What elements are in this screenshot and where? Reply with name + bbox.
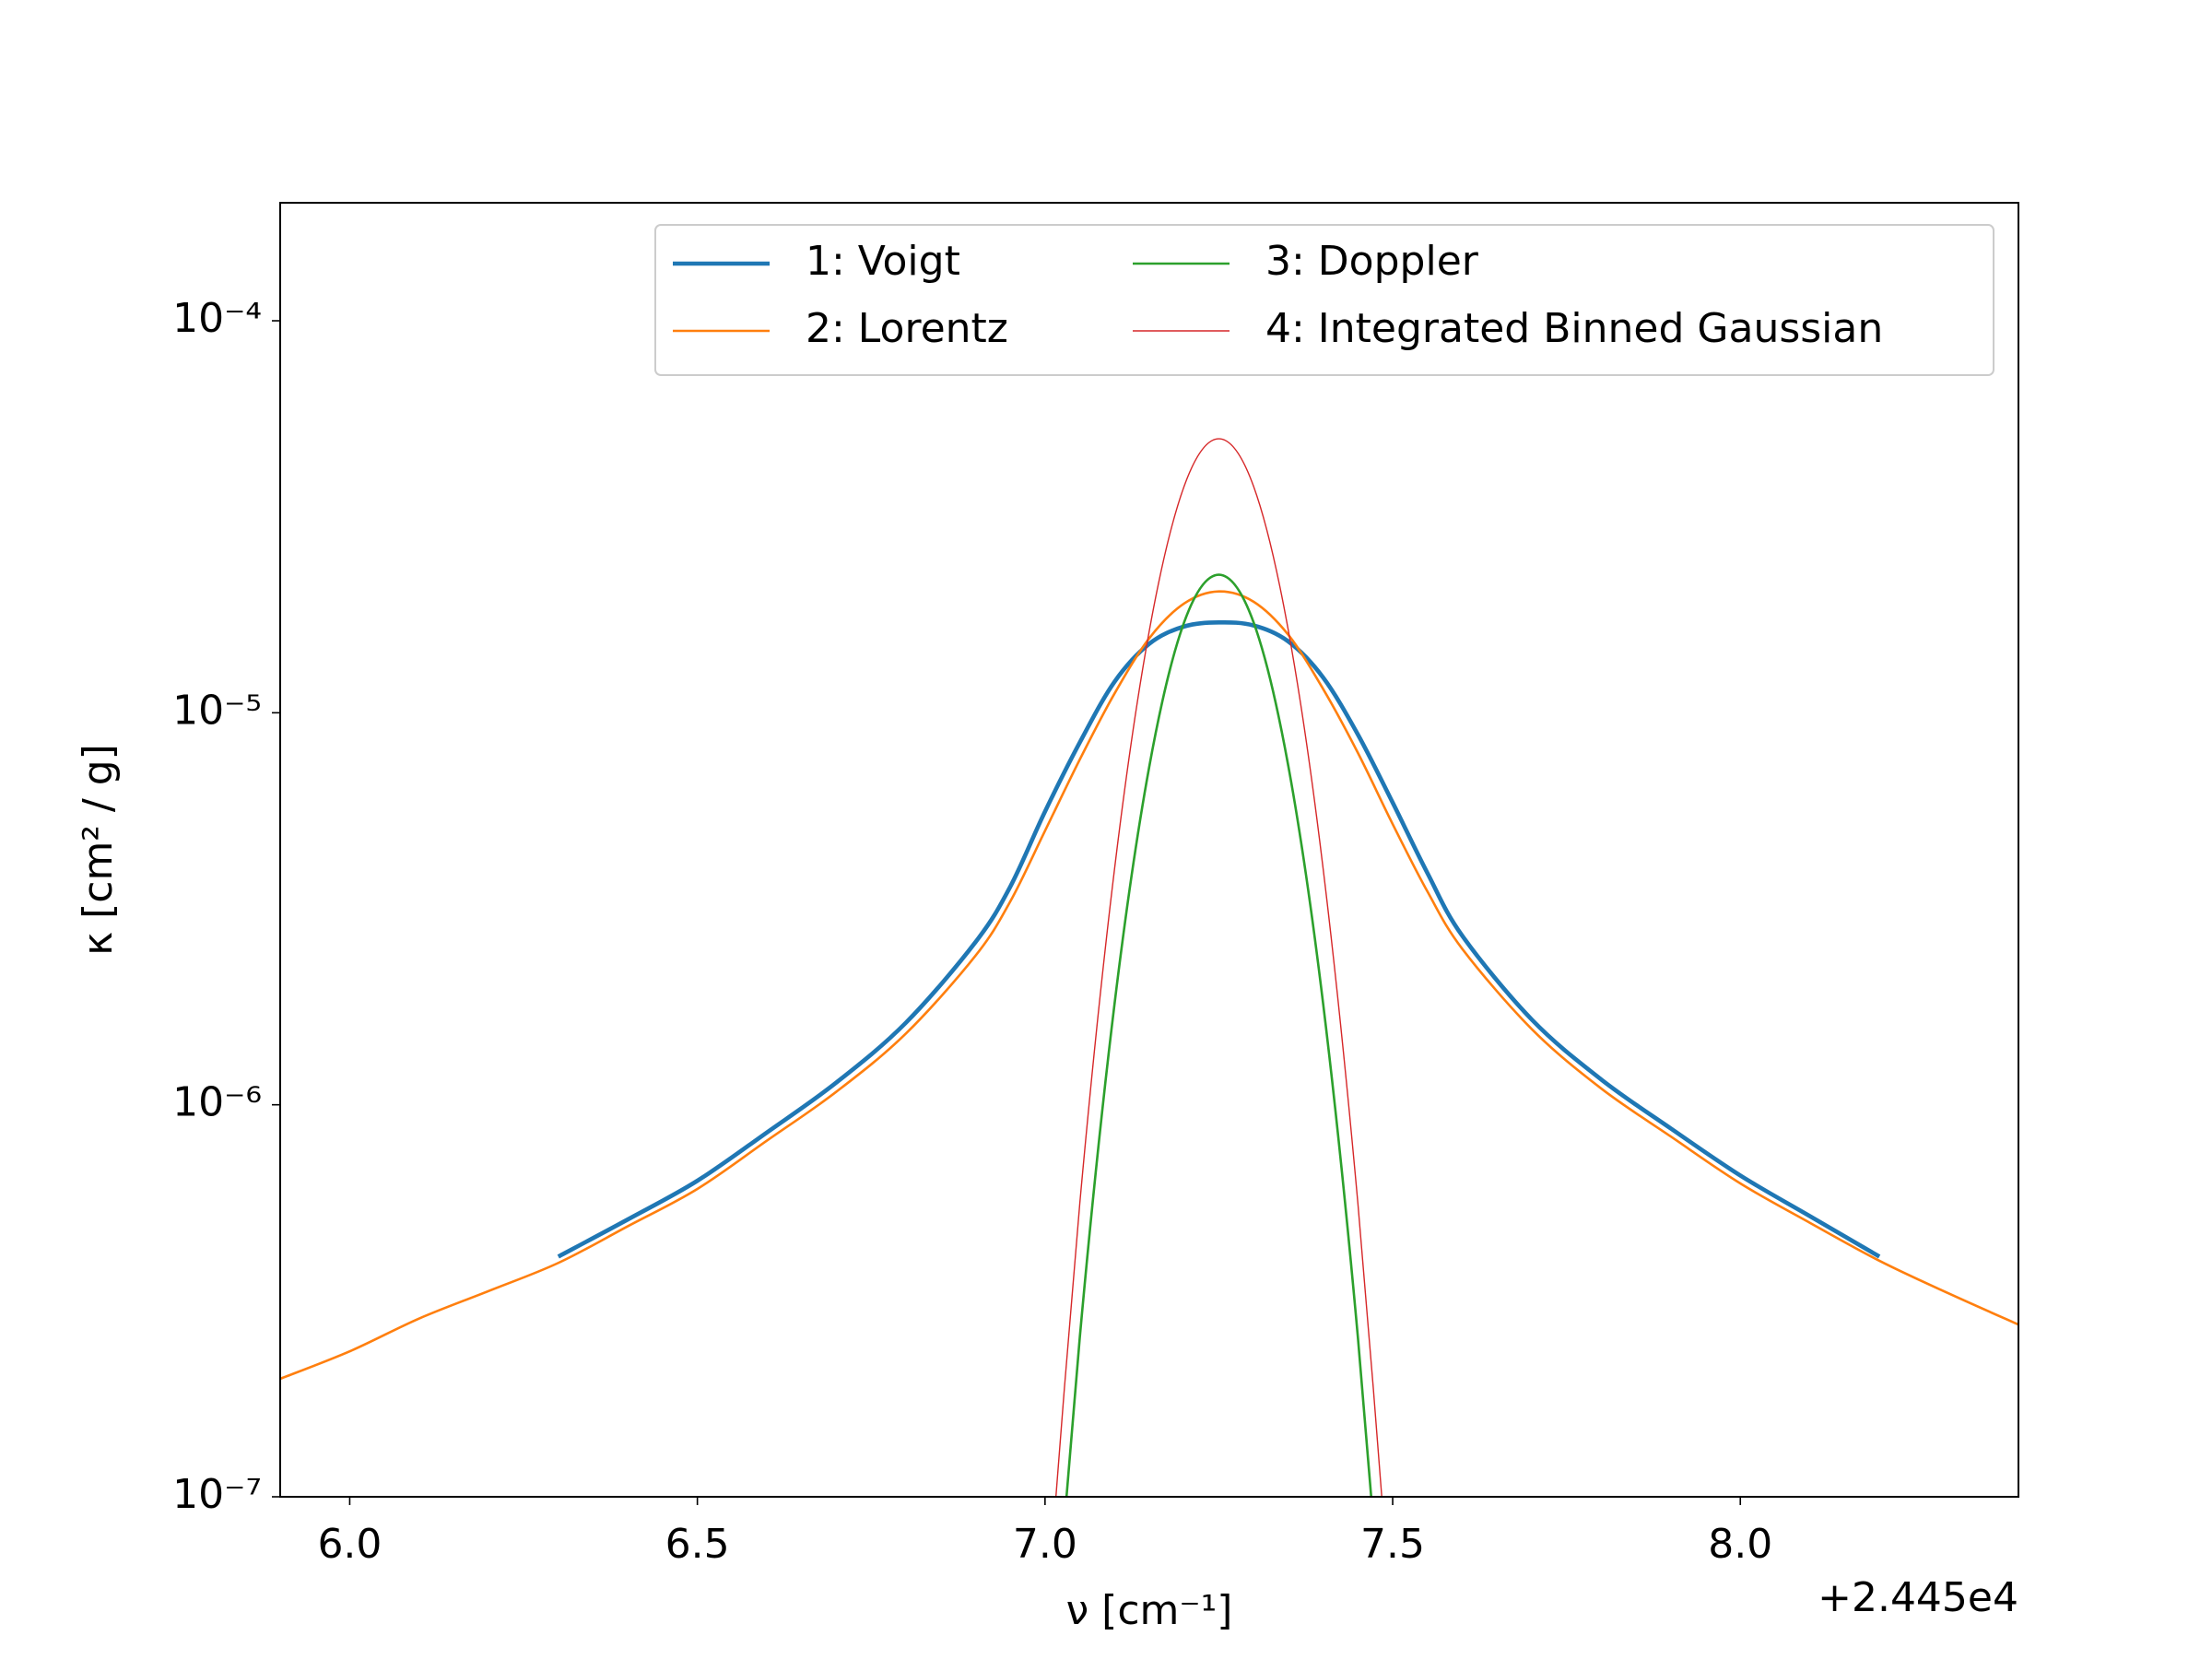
- legend-label: 2: Lorentz: [806, 305, 1008, 352]
- plot-area: [280, 438, 2018, 1497]
- y-tick-label: 10⁻⁴: [172, 295, 262, 342]
- series-line: [1065, 573, 1373, 1497]
- x-axis-label: ν [cm⁻¹]: [1066, 1587, 1233, 1634]
- x-tick-label: 6.0: [317, 1521, 382, 1568]
- y-tick-label: 10⁻⁷: [172, 1471, 262, 1518]
- x-tick-label: 6.5: [665, 1521, 730, 1568]
- legend-label: 3: Doppler: [1265, 238, 1479, 285]
- legend-box: [654, 224, 1994, 376]
- x-offset-label: +2.445e4: [1818, 1574, 2018, 1621]
- series-line: [280, 590, 2018, 1381]
- y-tick-label: 10⁻⁶: [172, 1079, 262, 1126]
- series-line: [1054, 438, 1382, 1497]
- legend-label: 4: Integrated Binned Gaussian: [1265, 305, 1883, 352]
- axes-frame: [279, 202, 2019, 1498]
- x-tick-label: 7.0: [1013, 1521, 1077, 1568]
- y-axis-label: κ [cm² / g]: [75, 744, 122, 956]
- series-line: [557, 619, 1881, 1259]
- x-tick-label: 8.0: [1708, 1521, 1772, 1568]
- legend-label: 1: Voigt: [806, 238, 960, 285]
- y-tick-label: 10⁻⁵: [172, 687, 262, 734]
- x-tick-label: 7.5: [1360, 1521, 1425, 1568]
